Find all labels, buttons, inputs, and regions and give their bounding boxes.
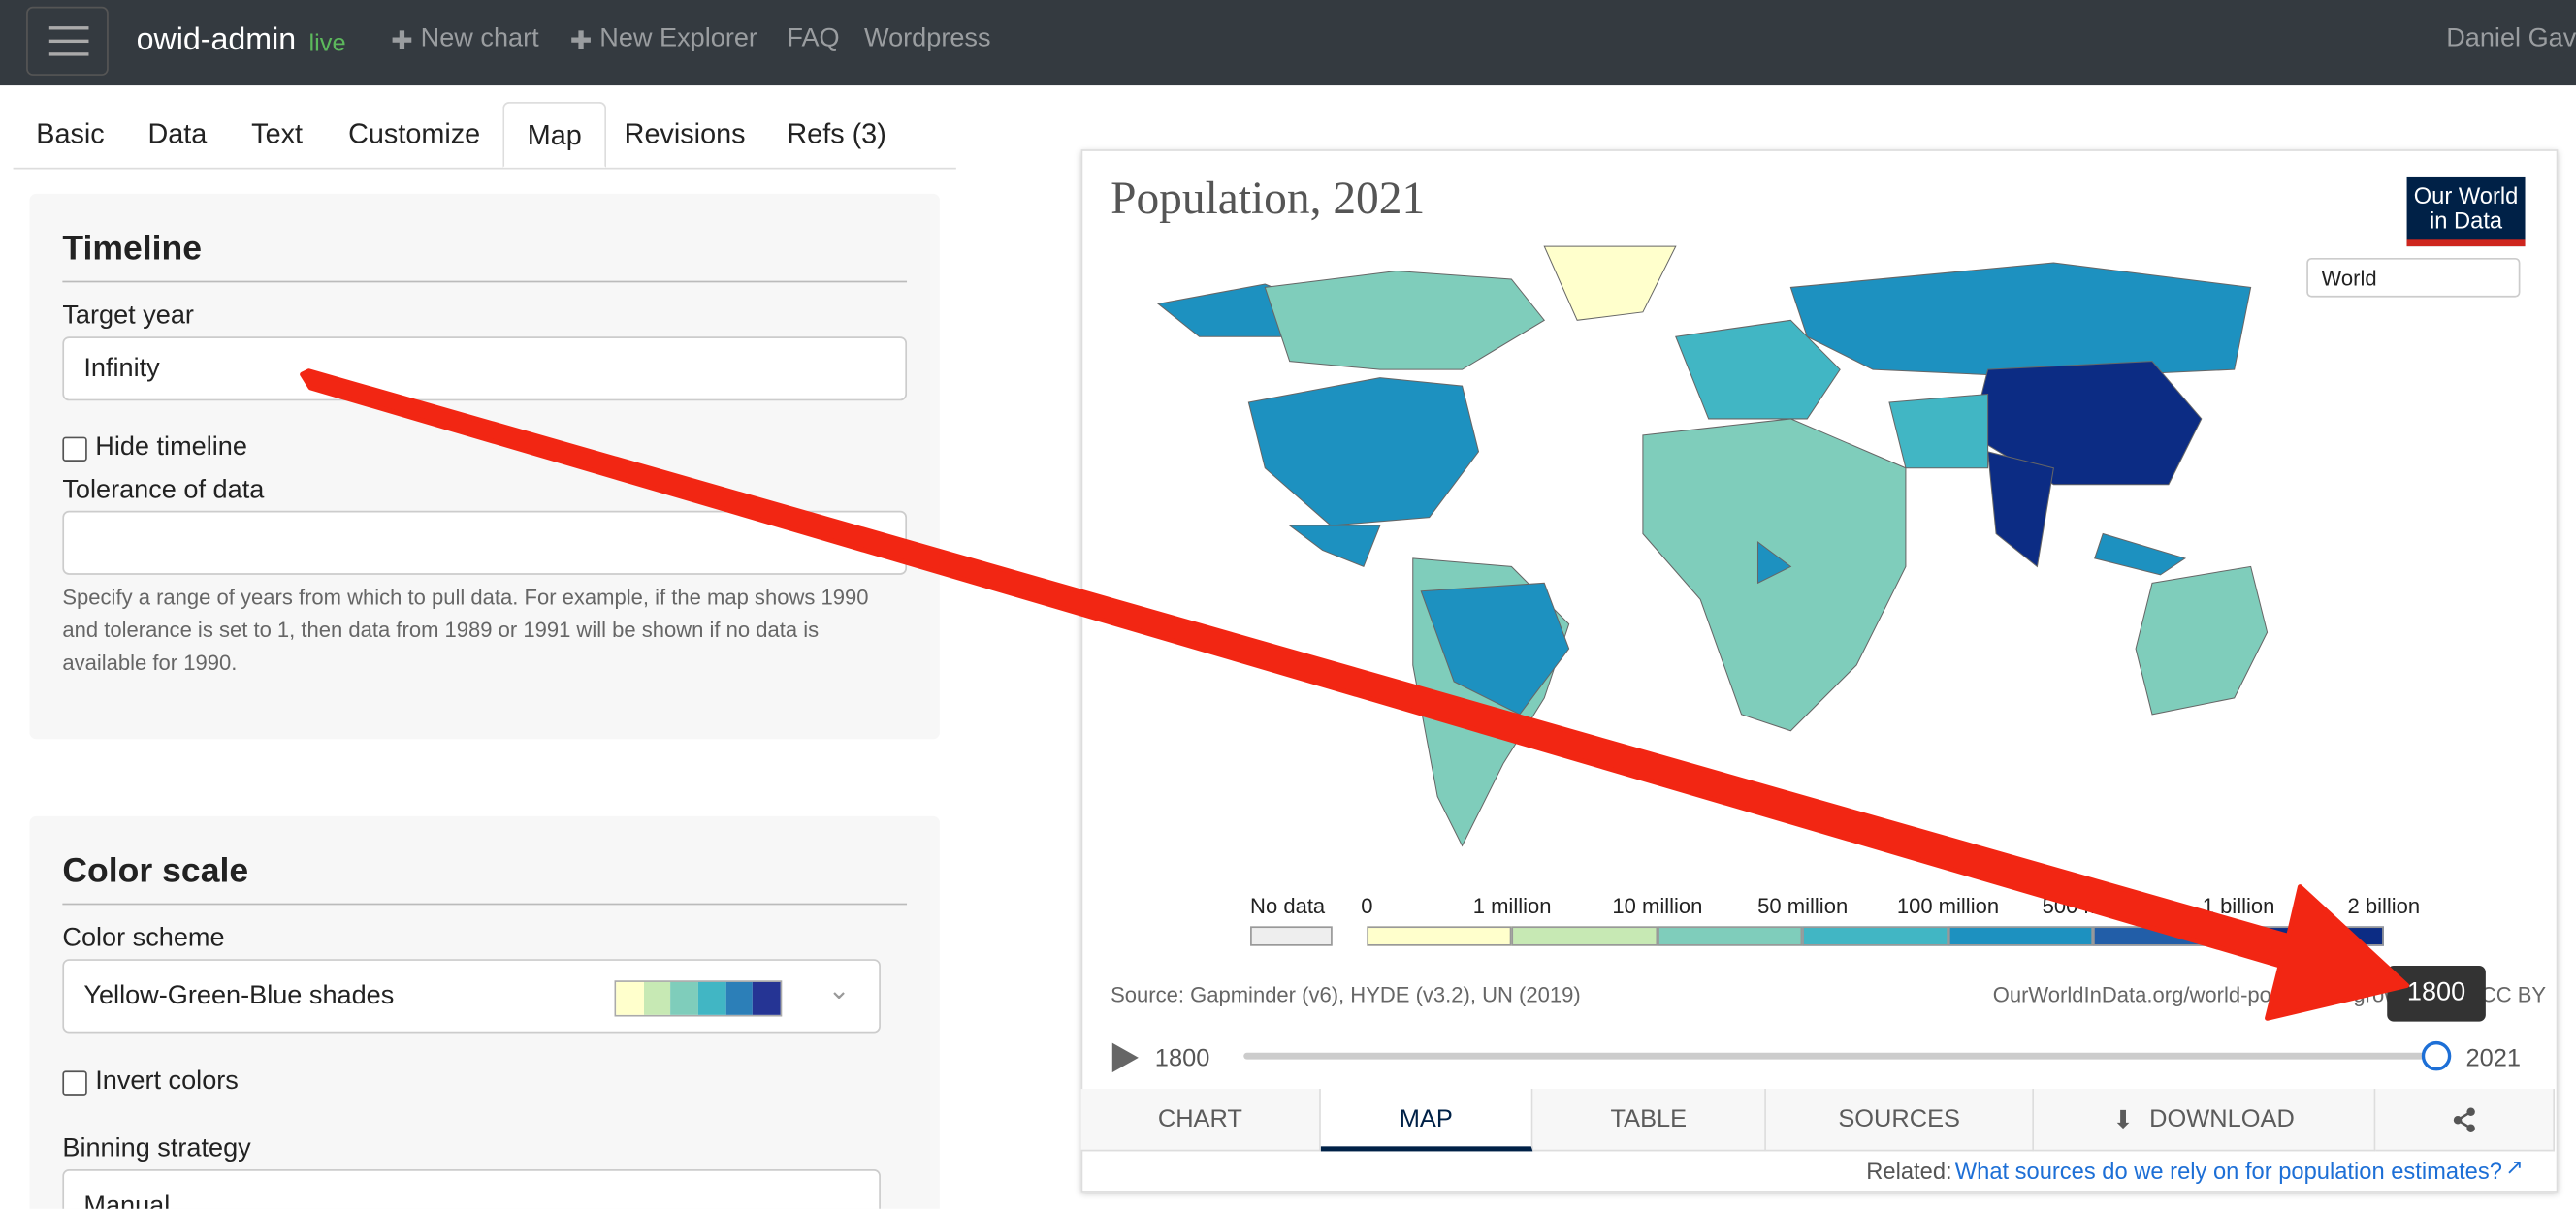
related-label: Related: [1866,1158,1952,1185]
brand[interactable]: owid-admin [136,22,297,58]
section-title: Color scale [62,852,249,891]
editor-tab[interactable]: Customize [348,117,481,150]
legend-label: No data [1250,893,1326,918]
checkbox[interactable] [62,1070,87,1096]
timeline-start: 1800 [1154,1044,1210,1073]
external-icon: ↗ [2505,1154,2524,1180]
editor-tab[interactable]: Revisions [624,117,746,150]
nav-link[interactable]: FAQ [787,24,840,53]
share-icon [2453,1107,2475,1132]
select-value: Yellow-Green-Blue shades [83,981,395,1010]
color-scale-card: Color scale Color scheme Yellow-Green-Bl… [29,815,940,1209]
navbar: owid-admin live ✚ New chart ✚ New Explorer… [0,0,2576,86]
region-select[interactable]: World [2306,257,2521,298]
label: Target year [62,302,194,331]
editor-tab[interactable]: Refs (3) [787,117,886,150]
menu-button[interactable] [26,6,109,76]
legend-bin [1367,926,1513,946]
world-map [1157,245,2269,847]
chart-tab[interactable]: TABLE [1532,1089,1766,1152]
license: CC BY [2480,981,2547,1007]
no-data-swatch [1250,926,1333,946]
source: Source: Gapminder (v6), HYDE (v3.2), UN … [1111,981,1581,1007]
section-title: Timeline [62,230,203,269]
related-link[interactable]: What sources do we rely on for populatio… [1954,1158,2502,1185]
chart-tab[interactable]: DOWNLOAD [2034,1089,2376,1152]
status: live [308,29,346,58]
chart-tab-active[interactable]: MAP [1320,1089,1533,1152]
timeline-end: 2021 [2465,1044,2522,1073]
logo[interactable]: Our World in Data [2406,176,2526,247]
editor-tab[interactable]: Text [251,117,303,150]
checkbox[interactable] [62,436,87,462]
chevron: ⌄ [827,976,851,1005]
slider-track[interactable] [1243,1052,2437,1060]
label: Tolerance of data [62,476,265,505]
editor-tab-active[interactable]: Map [502,102,607,168]
nav-link[interactable]: New Explorer [599,24,757,53]
slider-knob[interactable] [2421,1040,2452,1071]
legend-label: 10 million [1612,893,1703,918]
chart-tab[interactable]: SOURCES [1765,1089,2035,1152]
legend-bin [1657,926,1803,946]
editor-tab[interactable]: Data [147,117,208,150]
label: Color scheme [62,924,225,953]
legend-label: 100 million [1896,893,2000,918]
label: Binning strategy [62,1134,251,1163]
nav-plus: ✚ [391,27,413,56]
legend-bin [1802,926,1948,946]
user[interactable]: Daniel Gav [2446,24,2576,53]
chart-tab[interactable]: CHART [1080,1089,1321,1152]
nav-plus: ✚ [569,27,593,56]
rule [62,280,908,283]
legend-bin [1948,926,2094,946]
timeline-card: Timeline Target year Infinity Hide timel… [29,193,940,740]
tab-rule [13,167,956,170]
nav-link[interactable]: Wordpress [863,24,991,53]
legend-bin [1512,926,1658,946]
download-icon: ⬇ [2112,1106,2134,1135]
scheme-swatch [614,980,783,1017]
target-year-input[interactable]: Infinity [62,336,908,401]
binning-select[interactable]: Manual [62,1169,881,1209]
play-button[interactable] [1109,1039,1142,1075]
label: Invert colors [95,1067,239,1096]
legend-label: 50 million [1757,893,1849,918]
nav-link[interactable]: New chart [420,24,539,53]
editor-tab[interactable]: Basic [36,117,105,150]
legend-label: 0 [1361,893,1373,918]
rule [62,903,908,906]
share-tab[interactable] [2375,1089,2556,1152]
label: Hide timeline [95,433,247,462]
help-text: Specify a range of years from which to p… [62,585,869,676]
chart-title: Population, 2021 [1111,174,1426,226]
legend-label: 1 million [1472,893,1552,918]
tooltip: 1800 [2387,966,2486,1022]
legend-label: 2 billion [2347,893,2421,918]
